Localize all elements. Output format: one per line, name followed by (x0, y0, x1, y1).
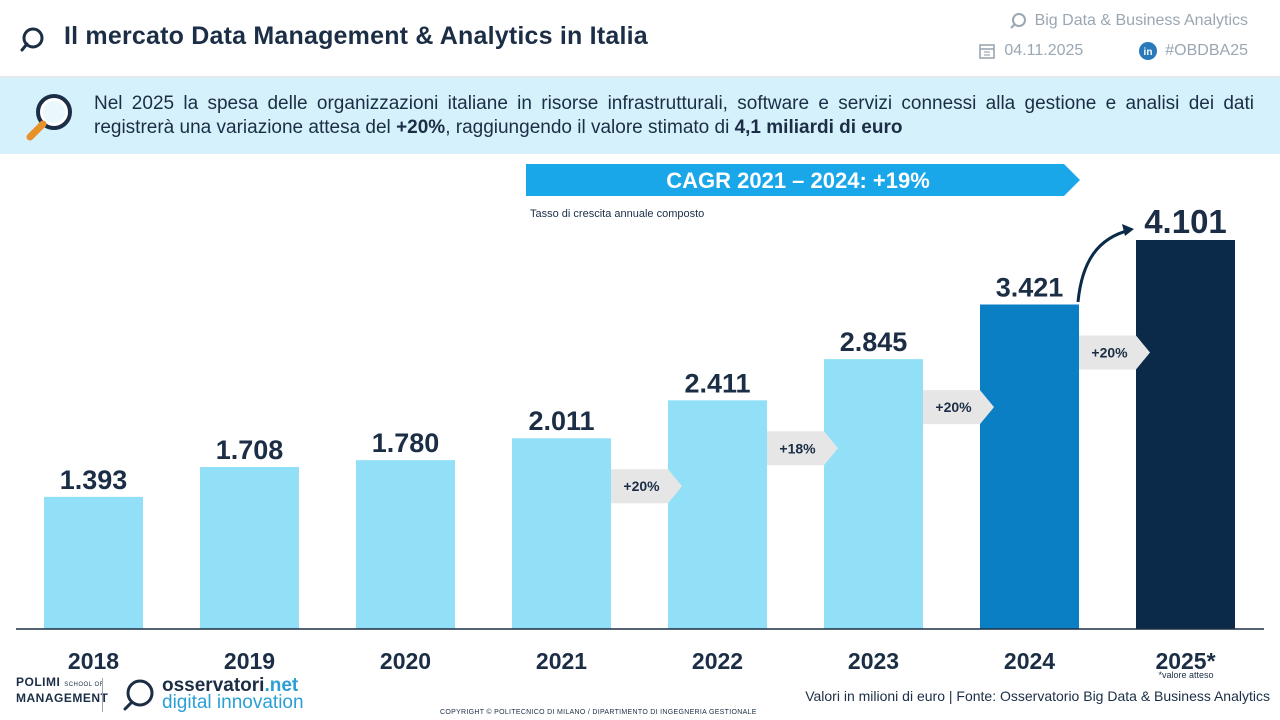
page-title: Il mercato Data Management & Analytics i… (64, 22, 648, 50)
magnifying-glass-icon (26, 94, 72, 141)
data-label: 1.708 (216, 435, 284, 465)
osservatori-tagline: digital innovation (162, 692, 304, 713)
calendar-icon (979, 44, 996, 59)
growth-curve-arrowhead (1122, 224, 1134, 236)
x-tick-label: 2018 (68, 648, 119, 674)
cagr-arrow (526, 164, 1080, 196)
growth-highlight: +20% (396, 117, 446, 138)
header: Il mercato Data Management & Analytics i… (0, 0, 1280, 78)
polimi-logo: POLIMI SCHOOL OF MANAGEMENT (16, 675, 109, 705)
x-tick-label: 2023 (848, 648, 899, 674)
growth-arrow (767, 431, 838, 466)
copyright: COPYRIGHT © POLITECNICO DI MILANO / DIPA… (440, 709, 757, 716)
growth-arrow (923, 390, 994, 425)
footnote: *valore atteso (1158, 670, 1213, 680)
hashtag[interactable]: #OBDBA25 (1165, 42, 1248, 59)
value-highlight: 4,1 miliardi di euro (734, 117, 903, 138)
event-name: Big Data & Business Analytics (1034, 12, 1248, 29)
magnifier-logo-icon (20, 27, 44, 52)
cagr-label: CAGR 2021 – 2024: +19% (666, 168, 930, 193)
x-tick-label: 2025* (1155, 648, 1215, 674)
growth-curve-arrow (1076, 228, 1131, 303)
summary-text: Nel 2025 la spesa delle organizzazioni i… (94, 93, 1254, 138)
search-icon (1009, 13, 1026, 29)
bar-2021 (512, 438, 611, 629)
growth-arrow (611, 469, 682, 504)
data-label: 1.393 (60, 465, 128, 495)
date-hashtag-row: 04.11.2025 in #OBDBA25 (978, 42, 1248, 60)
event-date: 04.11.2025 (1004, 42, 1084, 59)
bar-2019 (200, 466, 299, 629)
x-tick-label: 2020 (380, 648, 431, 674)
summary-banner: Nel 2025 la spesa delle organizzazioni i… (0, 78, 1280, 154)
bar-2020 (356, 460, 455, 629)
bar-2022 (668, 400, 767, 629)
x-tick-label: 2024 (1004, 648, 1055, 674)
svg-text:in: in (1144, 47, 1153, 58)
osservatori-logo-icon (123, 679, 154, 711)
event-row: Big Data & Business Analytics (1009, 12, 1248, 30)
x-tick-label: 2019 (224, 648, 275, 674)
bar-2018 (44, 496, 143, 629)
data-label: 3.421 (996, 273, 1064, 303)
osservatori-name: osservatori.net (162, 675, 299, 696)
growth-label: +20% (935, 399, 972, 415)
logo-separator (102, 678, 103, 712)
data-label: 2.845 (840, 327, 908, 357)
data-label: 2.011 (528, 406, 594, 436)
bar-chart: CAGR 2021 – 2024: +19% Tasso di crescita… (16, 164, 1264, 680)
bar-2025 (1136, 240, 1235, 629)
bar-2024 (980, 304, 1079, 629)
growth-arrow (1079, 335, 1150, 370)
growth-label: +20% (1091, 345, 1128, 361)
bar-2023 (824, 359, 923, 629)
x-tick-label: 2021 (536, 648, 587, 674)
data-label: 4.101 (1144, 203, 1227, 240)
linkedin-icon[interactable]: in (1139, 42, 1158, 60)
growth-label: +18% (779, 440, 816, 456)
data-label: 1.780 (372, 428, 440, 458)
x-tick-label: 2022 (692, 648, 743, 674)
cagr-note: Tasso di crescita annuale composto (530, 208, 704, 220)
data-label: 2.411 (684, 368, 750, 398)
source-note: Valori in milioni di euro | Fonte: Osser… (805, 688, 1270, 704)
growth-label: +20% (623, 478, 660, 494)
